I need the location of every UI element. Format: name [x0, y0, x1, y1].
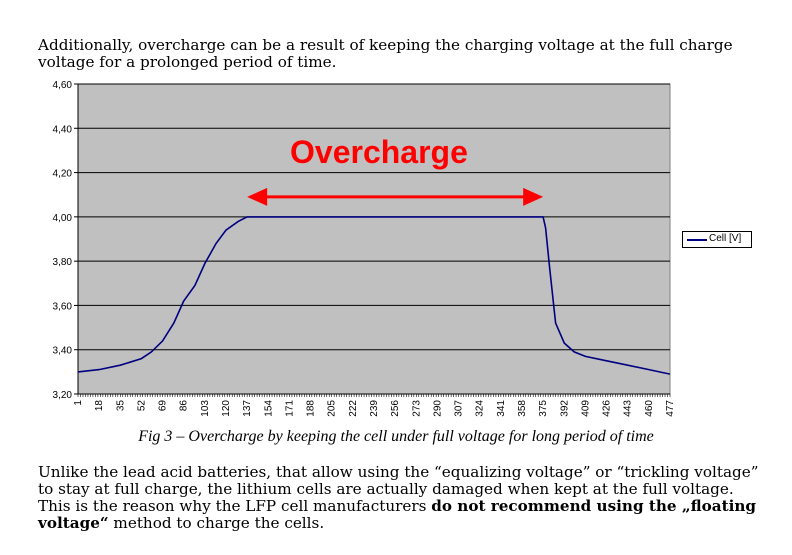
body-text-part2: method to charge the cells. [108, 514, 325, 532]
x-tick-label: 460 [644, 400, 655, 417]
legend-label: Cell [V] [709, 233, 742, 244]
x-tick-label: 137 [242, 400, 253, 417]
x-tick-label: 120 [221, 400, 232, 417]
voltage-chart: 3,20 3,40 3,60 3,80 4,00 4,20 4,40 4,60 1 18 35 52… [53, 80, 676, 417]
arrow-head-right [523, 187, 544, 206]
x-tick-label: 307 [454, 400, 465, 417]
y-tick-label: 4,40 [53, 124, 73, 135]
body-paragraph: Unlike the lead acid batteries, that all… [38, 464, 768, 532]
plot-area [77, 83, 671, 395]
x-tick-label: 409 [580, 400, 591, 417]
x-tick-label: 392 [559, 400, 570, 417]
y-tick-label: 4,60 [53, 80, 73, 91]
x-tick-label: 52 [136, 400, 147, 412]
x-tick-label: 103 [200, 400, 211, 417]
x-tick-label: 443 [623, 400, 634, 417]
x-tick-label: 188 [306, 400, 317, 417]
y-tick-label: 3,40 [53, 346, 73, 357]
x-tick-label: 256 [390, 400, 401, 417]
y-tick-label: 4,20 [53, 169, 73, 180]
chart-legend: Cell [V] [682, 231, 752, 248]
y-tick-label: 3,20 [53, 390, 73, 401]
y-tick-label: 3,60 [53, 301, 73, 312]
x-tick-label: 222 [348, 400, 359, 417]
overcharge-arrow [247, 187, 544, 206]
x-tick-label: 358 [517, 400, 528, 417]
legend-swatch [687, 239, 707, 241]
x-tick-label: 477 [665, 400, 676, 417]
x-tick-label: 205 [327, 400, 338, 417]
x-tick-label: 426 [602, 400, 613, 417]
x-tick-label: 1 [73, 400, 84, 406]
x-tick-label: 290 [432, 400, 443, 417]
x-tick-label: 154 [263, 400, 274, 417]
x-tick-label: 273 [411, 400, 422, 417]
x-tick-label: 341 [496, 400, 507, 417]
series-line-cell-voltage [77, 216, 671, 375]
figure-caption: Fig 3 – Overcharge by keeping the cell u… [138, 428, 654, 445]
x-tick-label: 324 [475, 400, 486, 417]
x-tick-label: 86 [179, 400, 190, 412]
overcharge-annotation: Overcharge [290, 134, 468, 170]
y-axis-ticks: 3,20 3,40 3,60 3,80 4,00 4,20 4,40 4,60 [53, 80, 78, 401]
x-tick-label: 35 [115, 400, 126, 412]
arrow-head-left [247, 187, 268, 206]
x-tick-label: 239 [369, 400, 380, 417]
x-tick-label: 171 [284, 400, 295, 417]
body-text-bold: do not recommend using the „floating vol… [38, 497, 757, 532]
body-text-part1: Unlike the lead acid batteries, that all… [38, 463, 759, 515]
y-tick-label: 3,80 [53, 257, 73, 268]
intro-paragraph: Additionally, overcharge can be a result… [38, 36, 733, 71]
y-tick-label: 4,00 [53, 213, 73, 224]
x-axis-ticks: 1 18 35 52 69 86 103 120 137 154 171 188 205 222 239 25… [73, 394, 676, 417]
x-tick-label: 18 [94, 400, 105, 412]
x-tick-label: 375 [538, 400, 549, 417]
x-tick-label: 69 [158, 400, 169, 412]
